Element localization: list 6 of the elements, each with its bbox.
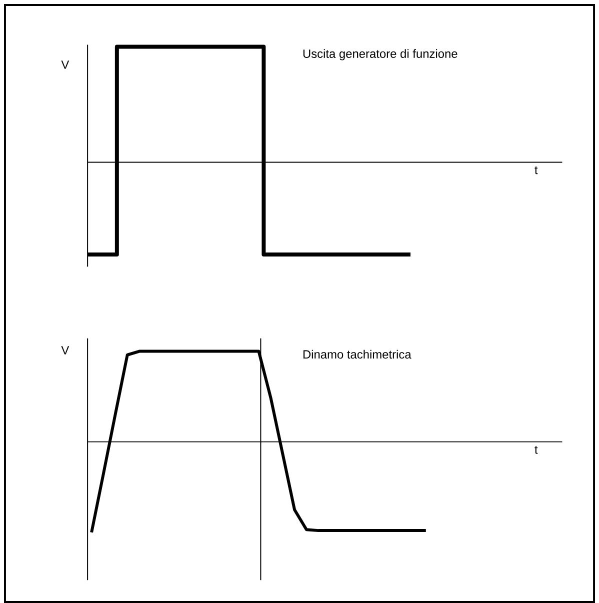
- y-axis-title: V: [61, 60, 70, 69]
- x-axis-title: t: [534, 166, 538, 174]
- chart-title: Dinamo tachimetrica: [303, 350, 412, 359]
- x-axis-title: t: [534, 446, 538, 454]
- chart-title: Uscita generatore di funzione: [303, 49, 458, 60]
- y-axis-title: V: [61, 346, 70, 354]
